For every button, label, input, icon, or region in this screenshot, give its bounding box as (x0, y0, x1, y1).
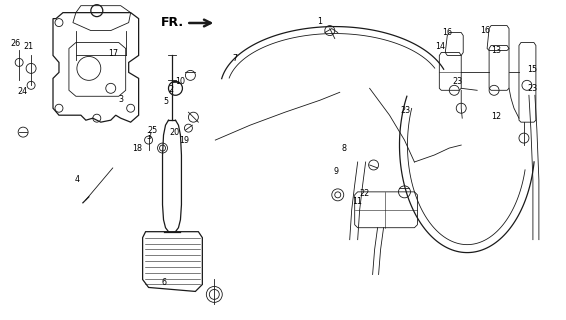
Text: 21: 21 (23, 42, 33, 52)
Text: 8: 8 (341, 144, 346, 153)
Text: 4: 4 (75, 175, 80, 184)
Text: 26: 26 (10, 39, 20, 48)
Text: 9: 9 (334, 167, 339, 176)
Text: 12: 12 (491, 113, 501, 122)
Text: 19: 19 (179, 136, 190, 145)
Text: 7: 7 (233, 53, 238, 62)
Text: 11: 11 (353, 197, 362, 206)
Text: 15: 15 (527, 65, 537, 74)
Text: 17: 17 (108, 49, 118, 58)
Text: 3: 3 (147, 132, 151, 140)
Text: 10: 10 (175, 77, 186, 86)
Text: 3: 3 (119, 95, 124, 104)
Text: 5: 5 (164, 97, 169, 106)
Text: 6: 6 (161, 278, 166, 287)
Text: 18: 18 (132, 144, 143, 153)
Text: 13: 13 (491, 45, 501, 55)
Text: 16: 16 (443, 28, 453, 37)
Text: 1: 1 (317, 17, 322, 26)
Text: 2: 2 (169, 85, 174, 94)
Text: 23: 23 (527, 84, 537, 93)
Text: 24: 24 (18, 87, 28, 96)
Text: 23: 23 (453, 77, 463, 86)
Text: 22: 22 (359, 189, 369, 198)
Text: FR.: FR. (161, 17, 185, 29)
Text: 14: 14 (435, 42, 445, 52)
Text: 23: 23 (401, 106, 411, 115)
Text: 20: 20 (170, 128, 180, 137)
Text: 16: 16 (480, 27, 490, 36)
Text: 25: 25 (147, 126, 157, 135)
